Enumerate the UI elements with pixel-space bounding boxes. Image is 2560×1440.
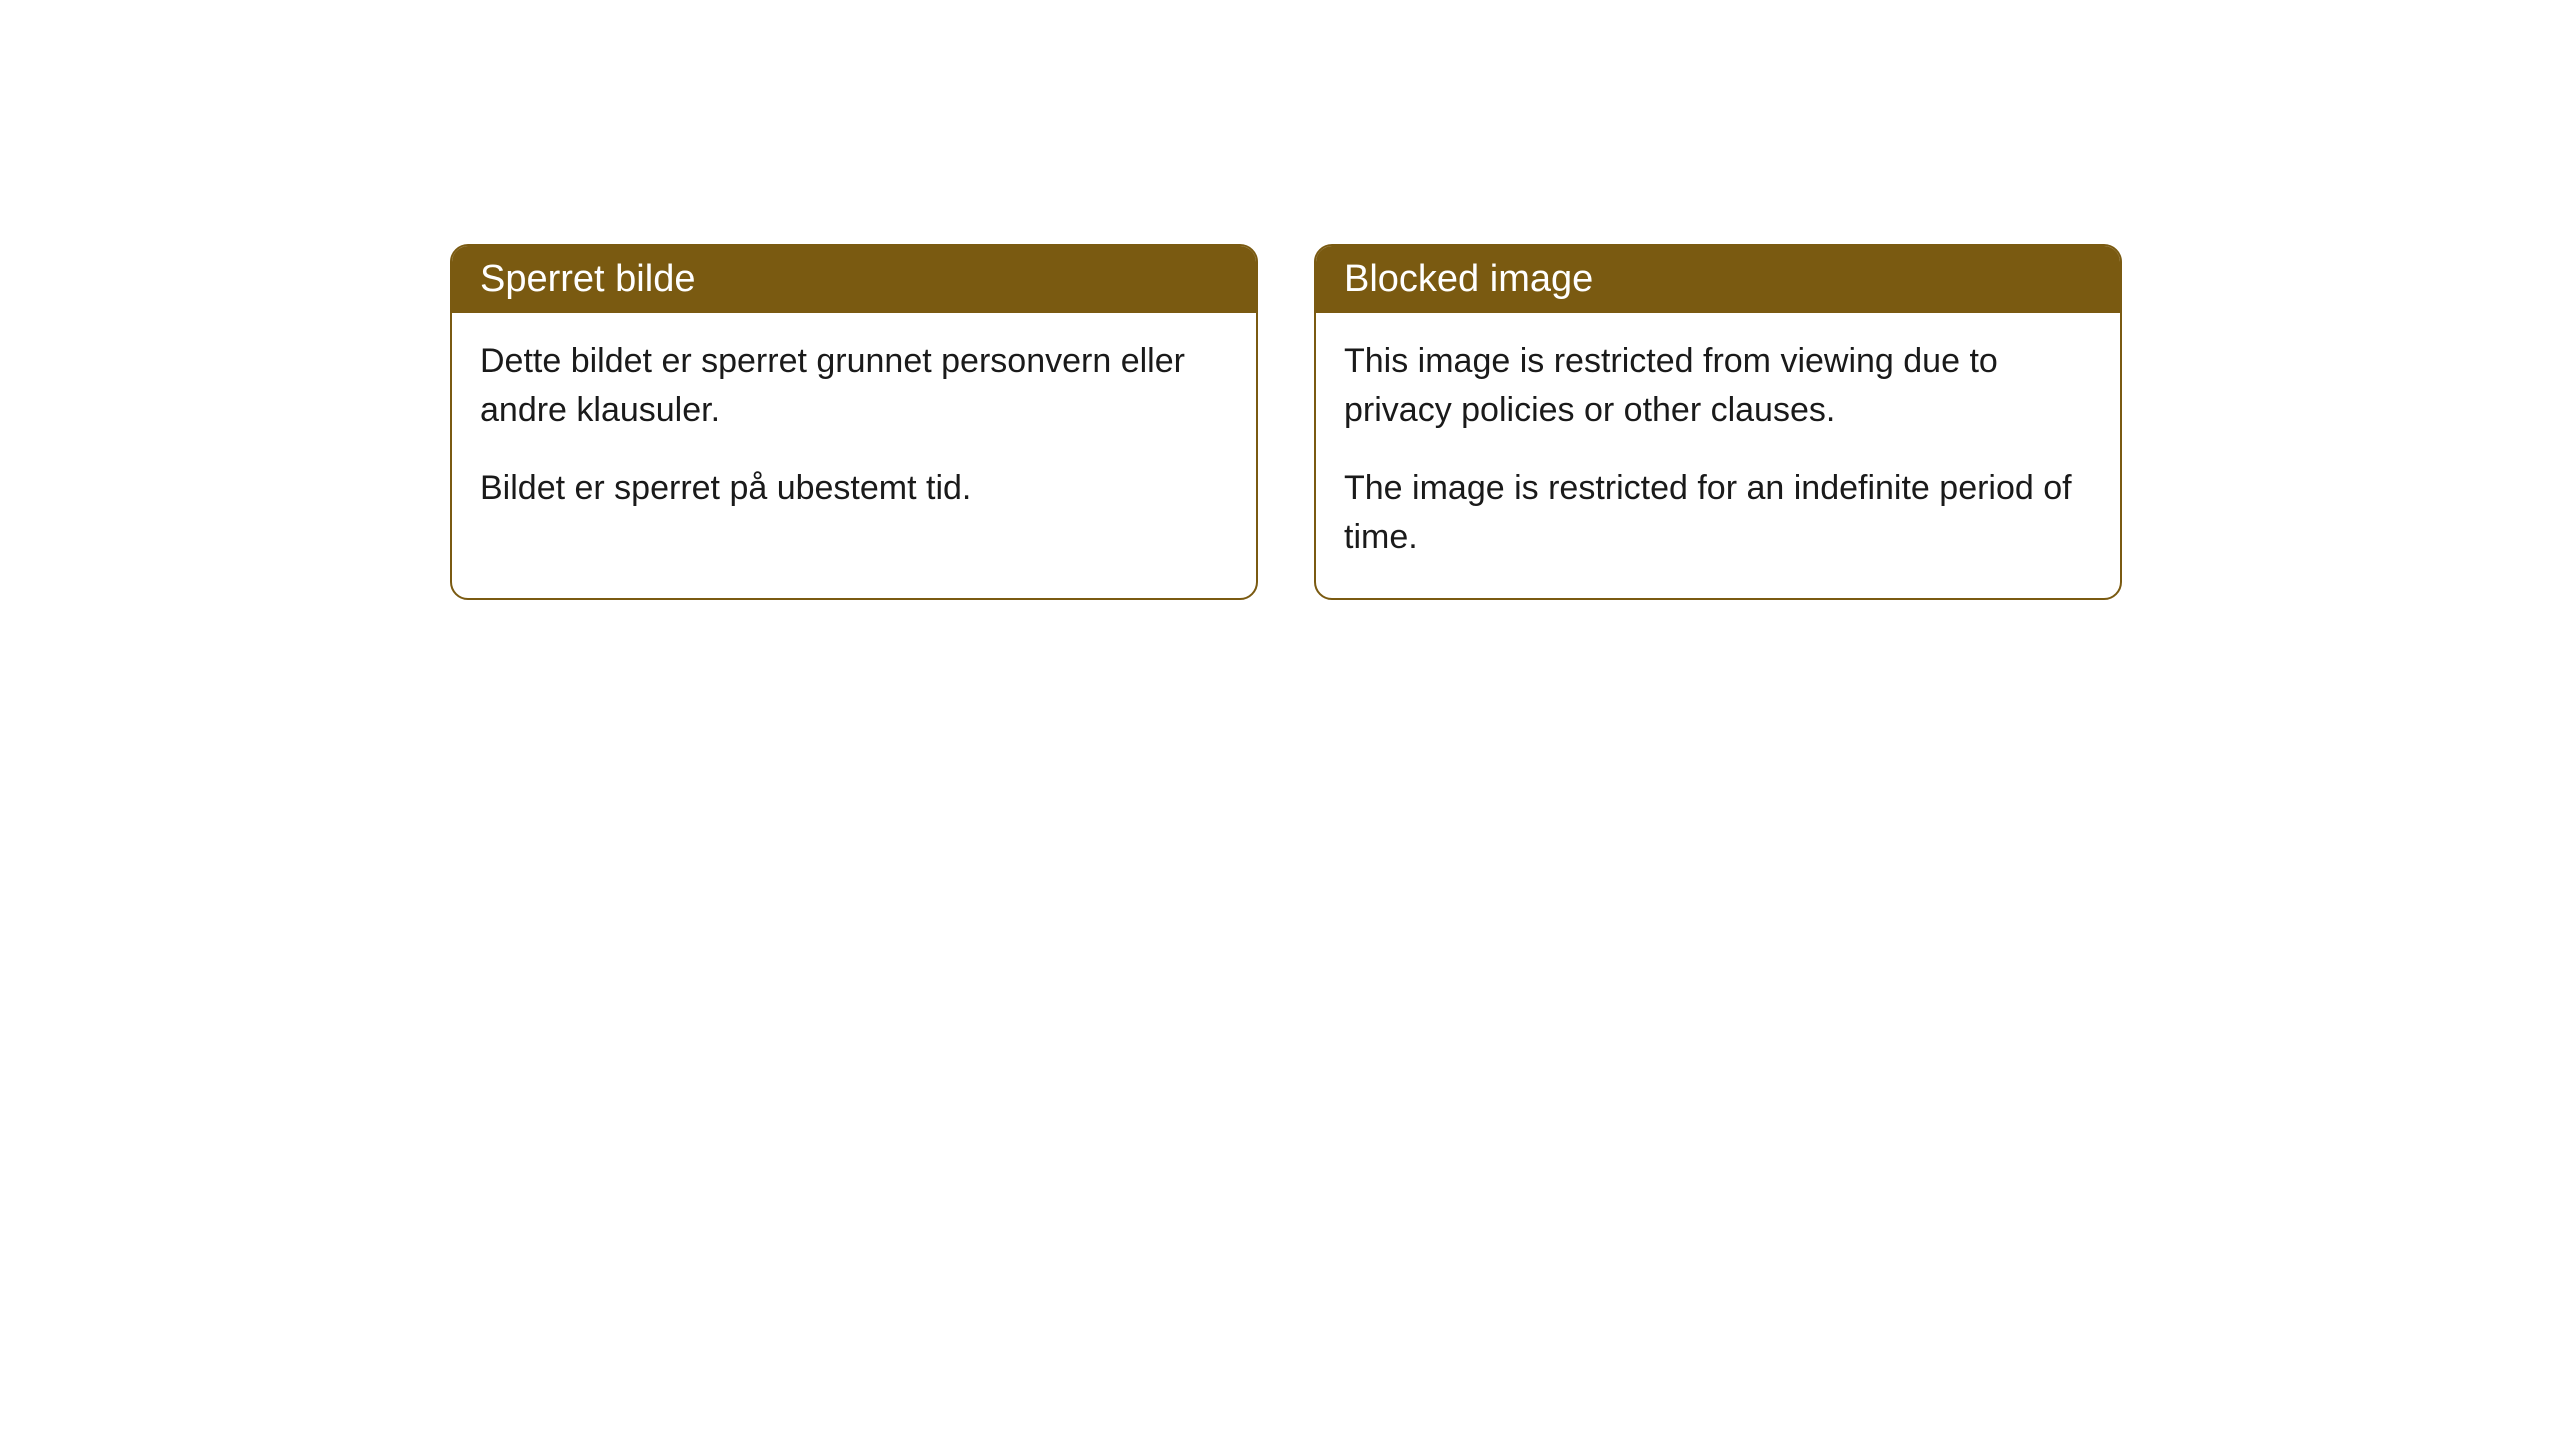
card-header-english: Blocked image — [1316, 246, 2120, 313]
card-norwegian: Sperret bilde Dette bildet er sperret gr… — [450, 244, 1258, 600]
card-paragraph-1: This image is restricted from viewing du… — [1344, 337, 2092, 436]
card-paragraph-1: Dette bildet er sperret grunnet personve… — [480, 337, 1228, 436]
card-paragraph-2: Bildet er sperret på ubestemt tid. — [480, 464, 1228, 513]
card-body-norwegian: Dette bildet er sperret grunnet personve… — [452, 313, 1256, 549]
card-title: Sperret bilde — [480, 258, 695, 300]
card-body-english: This image is restricted from viewing du… — [1316, 313, 2120, 598]
card-title: Blocked image — [1344, 258, 1593, 300]
card-paragraph-2: The image is restricted for an indefinit… — [1344, 464, 2092, 563]
card-english: Blocked image This image is restricted f… — [1314, 244, 2122, 600]
cards-container: Sperret bilde Dette bildet er sperret gr… — [450, 244, 2122, 600]
card-header-norwegian: Sperret bilde — [452, 246, 1256, 313]
